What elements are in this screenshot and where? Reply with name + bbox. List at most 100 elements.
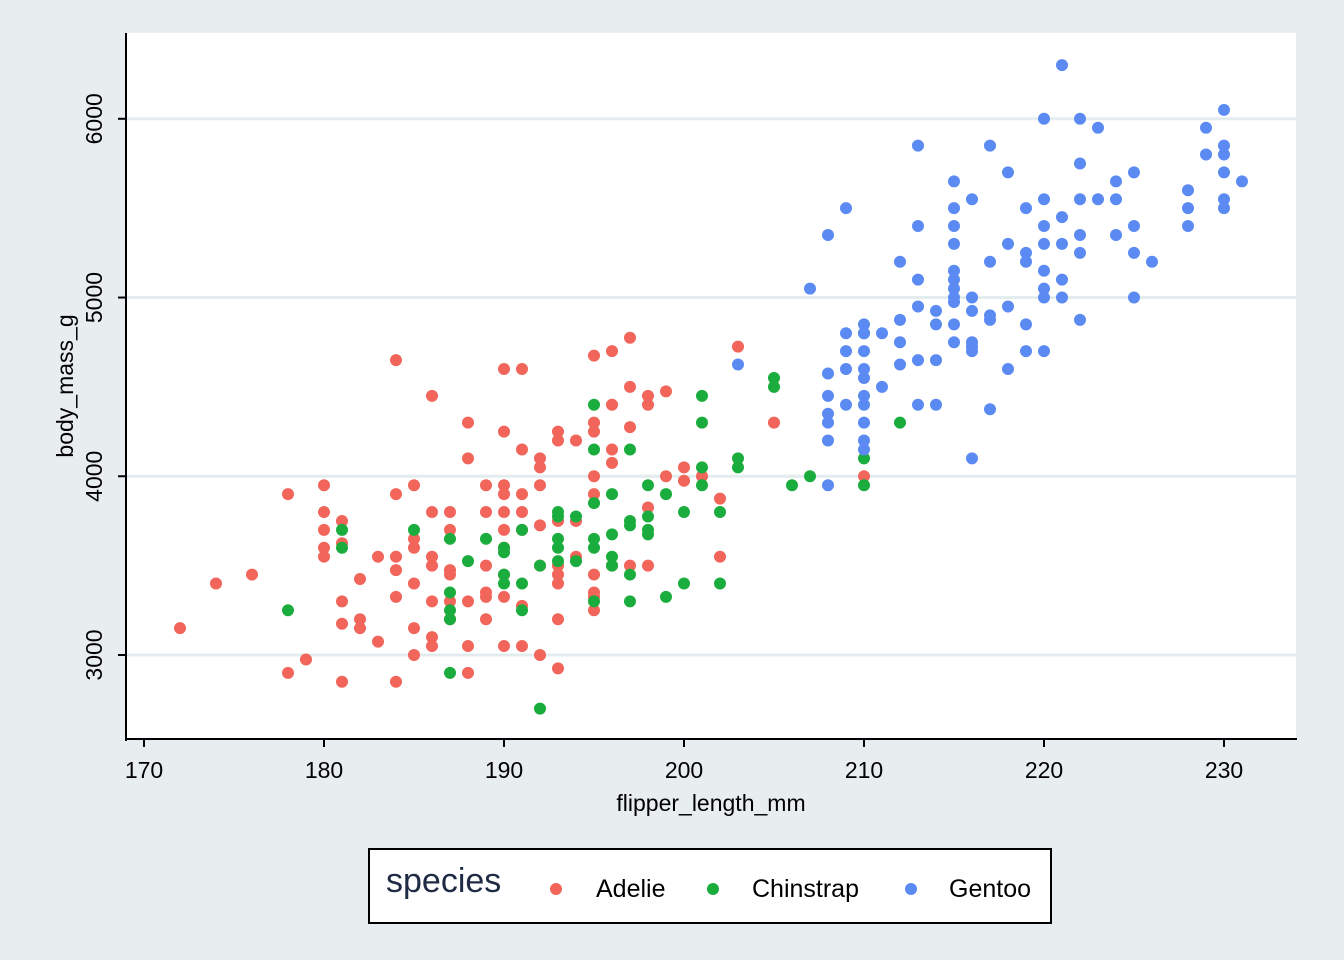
point-adelie [462,640,474,653]
point-chinstrap [678,577,690,590]
point-gentoo [858,327,870,340]
point-adelie [588,416,600,429]
point-gentoo [840,398,852,411]
point-gentoo [1218,193,1230,206]
point-adelie [606,345,618,358]
point-adelie [642,389,654,402]
x-tick-label-180: 180 [305,757,343,783]
point-chinstrap [444,586,456,599]
point-gentoo [948,273,960,286]
point-gentoo [1038,291,1050,304]
point-gentoo [948,202,960,215]
x-tick-label-210: 210 [845,757,883,783]
point-adelie [498,479,510,492]
point-gentoo [1074,313,1086,326]
point-chinstrap [444,604,456,617]
point-gentoo [1128,220,1140,233]
point-adelie [534,452,546,465]
y-tick-label-6000: 6000 [81,93,107,144]
point-gentoo [1020,202,1032,215]
point-chinstrap [552,555,564,568]
point-gentoo [984,139,996,152]
point-gentoo [1218,139,1230,152]
point-adelie [498,640,510,653]
point-adelie [606,443,618,456]
point-adelie [318,479,330,492]
point-gentoo [822,389,834,402]
point-gentoo [1128,246,1140,259]
point-gentoo [1074,246,1086,259]
point-chinstrap [768,371,780,384]
point-adelie [174,622,186,635]
point-chinstrap [552,541,564,554]
x-tick-label-220: 220 [1025,757,1063,783]
point-gentoo [1002,166,1014,179]
point-chinstrap [660,590,672,603]
point-chinstrap [804,470,816,483]
point-adelie [624,380,636,393]
point-gentoo [966,193,978,206]
point-chinstrap [444,666,456,679]
point-gentoo [732,358,744,371]
point-adelie [552,568,564,581]
point-adelie [498,506,510,519]
point-adelie [480,559,492,572]
point-adelie [588,568,600,581]
point-gentoo [1056,59,1068,72]
point-adelie [318,523,330,536]
point-adelie [498,425,510,438]
legend-marker-gentoo [905,883,917,895]
point-adelie [462,595,474,608]
point-chinstrap [570,510,582,523]
point-gentoo [858,398,870,411]
y-tick-label-4000: 4000 [81,451,107,502]
point-gentoo [912,354,924,367]
point-chinstrap [660,488,672,501]
point-gentoo [930,354,942,367]
point-gentoo [1218,202,1230,215]
point-chinstrap [696,461,708,474]
point-gentoo [1182,220,1194,233]
point-adelie [390,354,402,367]
y-axis-ticks: 3000 4000 5000 6000 [81,93,126,681]
point-adelie [282,488,294,501]
point-adelie [426,631,438,644]
point-adelie [462,452,474,465]
point-gentoo [822,479,834,492]
point-gentoo [1038,345,1050,358]
point-gentoo [1110,228,1122,241]
point-gentoo [1218,166,1230,179]
point-chinstrap [588,497,600,510]
legend-label-chinstrap: Chinstrap [752,875,859,903]
point-gentoo [858,371,870,384]
point-adelie [498,590,510,603]
point-gentoo [1128,291,1140,304]
point-gentoo [1038,282,1050,295]
point-gentoo [876,380,888,393]
point-adelie [426,550,438,563]
point-adelie [660,385,672,398]
x-tick-label-230: 230 [1205,757,1243,783]
point-adelie [858,470,870,483]
point-adelie [480,506,492,519]
point-chinstrap [282,604,294,617]
point-adelie [642,398,654,411]
point-chinstrap [498,546,510,559]
point-gentoo [1002,300,1014,313]
legend: species Adelie Chinstrap Gentoo [368,848,1052,924]
point-adelie [318,541,330,554]
point-chinstrap [552,510,564,523]
point-adelie [588,488,600,501]
point-gentoo [912,300,924,313]
point-gentoo [948,295,960,308]
point-chinstrap [786,479,798,492]
point-gentoo [984,255,996,268]
point-adelie [282,666,294,679]
point-gentoo [1074,228,1086,241]
point-gentoo [1092,193,1104,206]
point-gentoo [1074,157,1086,170]
x-axis-label: flipper_length_mm [616,790,805,816]
point-chinstrap [480,532,492,545]
point-chinstrap [624,443,636,456]
point-adelie [516,506,528,519]
